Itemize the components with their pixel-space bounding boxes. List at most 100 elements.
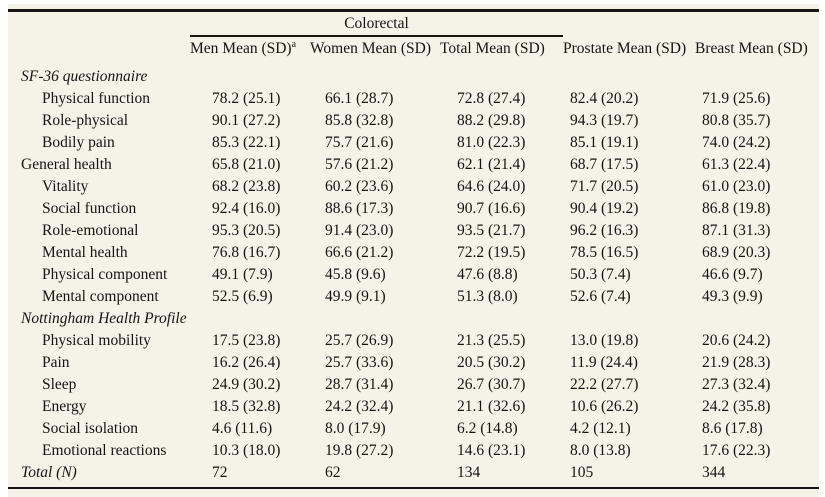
cell-value: 57.6 (21.2) [325, 156, 394, 173]
table-row: Physical component 49.1 (7.9) 45.8 (9.6) 47… [8, 264, 819, 286]
outcomes-table: Colorectal Men Mean (SD)a Women Mean (SD… [8, 9, 820, 489]
cell-value: 20.6 (24.2) [702, 332, 771, 349]
cell-value: 27.3 (32.4) [702, 376, 771, 393]
table-row: Physical mobility 17.5 (23.8) 25.7 (26.9) 2… [8, 330, 819, 352]
row-label: Physical function [42, 90, 151, 107]
cell-value [440, 308, 563, 330]
colorectal-group-header: Colorectal [190, 10, 564, 37]
cell-value: 10.6 (26.2) [570, 398, 639, 415]
cell-value: 20.5 (30.2) [457, 354, 526, 371]
corner-cell [8, 11, 190, 37]
cell-value: 60.2 (23.6) [325, 178, 394, 195]
row-label: Total (N) [21, 464, 77, 481]
footnote-marker-a: a [291, 38, 297, 50]
cell-value: 134 [457, 464, 481, 481]
table-row: Nottingham Health Profile [8, 308, 819, 330]
cell-value: 71.7 (20.5) [570, 178, 639, 195]
table-body: SF-36 questionnaire Physical function 78.2… [8, 64, 819, 488]
cell-value: 21.9 (28.3) [702, 354, 771, 371]
cell-value: 71.9 (25.6) [702, 90, 771, 107]
cell-value: 78.2 (25.1) [212, 90, 281, 107]
cell-value: 81.0 (22.3) [457, 134, 526, 151]
empty-spanner-cell [563, 11, 819, 37]
row-label: Physical component [42, 266, 168, 283]
cell-value: 17.5 (23.8) [212, 332, 281, 349]
cell-value: 16.2 (26.4) [212, 354, 281, 371]
cell-value: 68.9 (20.3) [702, 244, 771, 261]
cell-value: 24.2 (35.8) [702, 398, 771, 415]
table-row: Mental component 52.5 (6.9) 49.9 (9.1) 51.3… [8, 286, 819, 308]
cell-value: 47.6 (8.8) [457, 266, 518, 283]
cell-value: 66.1 (28.7) [325, 90, 394, 107]
table-row: Vitality 68.2 (23.8) 60.2 (23.6) 64.6 (24.0… [8, 176, 819, 198]
col-header-total: Total Mean (SD) [440, 40, 545, 57]
table-row: Mental health 76.8 (16.7) 66.6 (21.2) 72.2 … [8, 242, 819, 264]
cell-value [563, 64, 695, 88]
cell-value: 52.6 (7.4) [570, 288, 631, 305]
row-label: Social function [42, 200, 137, 217]
col-header-prostate: Prostate Mean (SD) [563, 40, 687, 57]
row-label: Social isolation [42, 420, 139, 437]
row-label: Pain [42, 354, 70, 371]
table-row: SF-36 questionnaire [8, 64, 819, 88]
row-label: Energy [42, 398, 87, 415]
table-sheet: Colorectal Men Mean (SD)a Women Mean (SD… [8, 4, 820, 497]
table-row: Bodily pain 85.3 (22.1) 75.7 (21.6) 81.0 (2… [8, 132, 819, 154]
table-row: Social function 92.4 (16.0) 88.6 (17.3) 90.… [8, 198, 819, 220]
cell-value: 62 [325, 464, 341, 481]
row-label: Mental component [42, 288, 159, 305]
table-row: Physical function 78.2 (25.1) 66.1 (28.7) 7… [8, 88, 819, 110]
cell-value: 51.3 (8.0) [457, 288, 518, 305]
cell-value [310, 64, 440, 88]
cell-value: 49.3 (9.9) [702, 288, 763, 305]
cell-value: 24.2 (32.4) [325, 398, 394, 415]
spanner-row: Colorectal [8, 10, 819, 37]
cell-value: 72.2 (19.5) [457, 244, 526, 261]
cell-value [310, 308, 440, 330]
cell-value: 344 [702, 464, 726, 481]
cell-value: 4.2 (12.1) [570, 420, 631, 437]
cell-value: 94.3 (19.7) [570, 112, 639, 129]
cell-value: 61.3 (22.4) [702, 156, 771, 173]
cell-value: 93.5 (21.7) [457, 222, 526, 239]
cell-value: 28.7 (31.4) [325, 376, 394, 393]
row-label: Physical mobility [42, 332, 151, 349]
cell-value: 95.3 (20.5) [212, 222, 281, 239]
row-label: Mental health [42, 244, 128, 261]
cell-value [695, 308, 819, 330]
cell-value: 64.6 (24.0) [457, 178, 526, 195]
cell-value: 74.0 (24.2) [702, 134, 771, 151]
row-label: Bodily pain [42, 134, 115, 151]
cell-value: 85.1 (19.1) [570, 134, 639, 151]
row-label: Nottingham Health Profile [21, 310, 187, 327]
cell-value: 66.6 (21.2) [325, 244, 394, 261]
row-label: Role-physical [42, 112, 129, 129]
cell-value: 25.7 (33.6) [325, 354, 394, 371]
cell-value: 92.4 (16.0) [212, 200, 281, 217]
cell-value: 62.1 (21.4) [457, 156, 526, 173]
cell-value: 75.7 (21.6) [325, 134, 394, 151]
cell-value: 10.3 (18.0) [212, 442, 281, 459]
cell-value: 68.2 (23.8) [212, 178, 281, 195]
cell-value: 87.1 (31.3) [702, 222, 771, 239]
cell-value: 21.1 (32.6) [457, 398, 526, 415]
cell-value: 76.8 (16.7) [212, 244, 281, 261]
cell-value [190, 64, 310, 88]
cell-value: 86.8 (19.8) [702, 200, 771, 217]
cell-value [695, 64, 819, 88]
col-header-men: Men Mean (SD)a [190, 36, 310, 64]
cell-value: 96.2 (16.3) [570, 222, 639, 239]
cell-value: 19.8 (27.2) [325, 442, 394, 459]
cell-value: 72.8 (27.4) [457, 90, 526, 107]
cell-value: 25.7 (26.9) [325, 332, 394, 349]
cell-value: 21.3 (25.5) [457, 332, 526, 349]
col-header-men-label: Men Mean (SD) [190, 40, 292, 57]
cell-value: 8.0 (13.8) [570, 442, 631, 459]
cell-value: 90.1 (27.2) [212, 112, 281, 129]
cell-value: 17.6 (22.3) [702, 442, 771, 459]
row-label: Vitality [42, 178, 89, 195]
cell-value: 72 [212, 464, 228, 481]
cell-value: 46.6 (9.7) [702, 266, 763, 283]
row-label: SF-36 questionnaire [21, 68, 148, 85]
